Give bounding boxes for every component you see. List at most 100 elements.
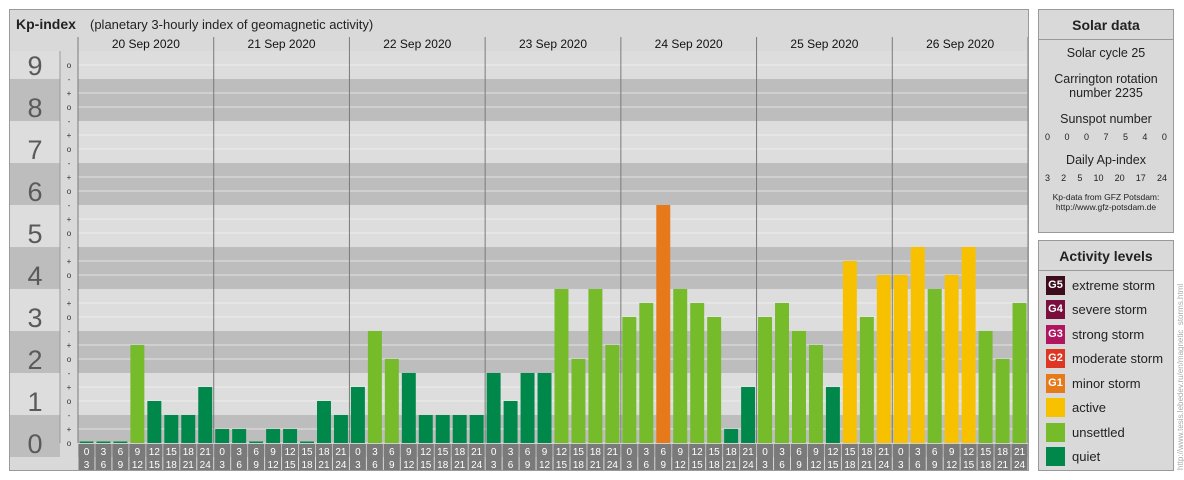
kp-bar: [384, 358, 399, 443]
interval-end-label: 21: [590, 460, 602, 470]
y-tick-label: 8: [27, 93, 42, 123]
interval-start-label: 21: [1014, 447, 1026, 458]
kp-bar: [266, 429, 281, 443]
legend-item: G5 extreme storm: [1046, 275, 1155, 295]
level-band: [78, 163, 1028, 205]
y-tick-label: 1: [27, 387, 42, 417]
kp-bar: [367, 330, 382, 443]
kp-bar: [317, 400, 331, 443]
activity-levels-panel: Activity levels G5 extreme storm G4 severe …: [1038, 240, 1174, 471]
interval-start-label: 6: [932, 447, 938, 458]
interval-cell: [502, 444, 519, 470]
kp-chart: 20 Sep 2020 21 Sep 2020 22 Sep 2020 23 Sep …: [10, 37, 1028, 470]
interval-cell: [858, 444, 875, 470]
kp-bar: [910, 246, 925, 443]
minor-tick-label: -: [68, 369, 71, 378]
kp-bar: [893, 274, 908, 443]
interval-start-label: 18: [726, 447, 738, 458]
interval-start-label: 12: [284, 447, 296, 458]
legend-item: quiet: [1046, 447, 1100, 467]
minor-tick-label: -: [68, 117, 71, 126]
interval-start-label: 3: [915, 447, 921, 458]
minor-tick-label: -: [68, 327, 71, 336]
interval-end-label: 6: [101, 460, 107, 470]
kp-bar: [656, 204, 671, 443]
interval-cell: [943, 444, 960, 470]
interval-start-label: 9: [135, 447, 141, 458]
kp-bar: [147, 400, 162, 443]
y-tick-label: 6: [27, 177, 42, 207]
interval-end-label: 24: [200, 460, 212, 470]
interval-start-label: 6: [660, 447, 666, 458]
interval-end-label: 12: [403, 460, 415, 470]
sunspot-value: 0: [1083, 132, 1089, 142]
interval-cell: [95, 444, 112, 470]
interval-end-label: 24: [607, 460, 619, 470]
interval-start-label: 15: [709, 447, 721, 458]
minor-tick-label: o: [67, 313, 72, 322]
interval-start-label: 6: [118, 447, 124, 458]
interval-end-label: 15: [284, 460, 296, 470]
level-label-band: [10, 205, 60, 247]
sunspot-value: 7: [1103, 132, 1109, 142]
level-label-band: [10, 289, 60, 331]
legend-item: G1 minor storm: [1046, 373, 1141, 393]
ap-value: 5: [1077, 173, 1083, 183]
interval-end-label: 9: [118, 460, 124, 470]
interval-end-label: 6: [644, 460, 650, 470]
day-label: 24 Sep 2020: [655, 37, 723, 51]
kp-bar: [639, 303, 654, 443]
legend-label: extreme storm: [1072, 277, 1156, 293]
sunspot-value: 5: [1122, 132, 1128, 142]
interval-end-label: 3: [84, 460, 90, 470]
interval-start-label: 12: [420, 447, 432, 458]
interval-end-label: 21: [726, 460, 738, 470]
legend-label: strong storm: [1072, 326, 1145, 342]
interval-cell: [78, 444, 95, 470]
interval-start-label: 15: [437, 447, 449, 458]
legend-swatch: [1046, 447, 1065, 466]
kp-bar: [927, 288, 942, 443]
interval-start-label: 15: [980, 447, 992, 458]
interval-end-label: 12: [810, 460, 822, 470]
kp-bar: [978, 330, 993, 443]
interval-end-label: 9: [796, 460, 802, 470]
interval-end-label: 3: [491, 460, 497, 470]
interval-start-label: 18: [318, 447, 330, 458]
kp-bar: [622, 316, 637, 443]
minor-tick-label: o: [67, 103, 72, 112]
interval-end-label: 24: [878, 460, 890, 470]
interval-cell: [299, 444, 315, 470]
interval-end-label: 12: [268, 460, 280, 470]
interval-end-label: 15: [556, 460, 568, 470]
legend-title: Activity levels: [1039, 241, 1173, 271]
interval-cell: [689, 444, 706, 470]
interval-cell: [774, 444, 790, 470]
kp-bar: [249, 441, 264, 443]
minor-tick-label: -: [68, 159, 71, 168]
y-tick-label: 4: [27, 261, 42, 291]
interval-end-label: 9: [389, 460, 395, 470]
minor-tick-label: +: [67, 257, 72, 266]
interval-cell: [587, 444, 604, 470]
level-label-band: [10, 79, 60, 121]
interval-end-label: 24: [743, 460, 755, 470]
kp-bar: [198, 387, 213, 443]
kp-bar: [96, 441, 111, 443]
minor-tick-label: +: [67, 173, 72, 182]
interval-end-label: 6: [372, 460, 378, 470]
kp-bar: [1012, 303, 1027, 443]
level-label-band: [10, 163, 60, 205]
interval-start-label: 0: [898, 447, 904, 458]
interval-start-label: 3: [644, 447, 650, 458]
kp-bar: [350, 387, 365, 443]
kp-bar: [333, 414, 348, 443]
interval-cell: [146, 444, 163, 470]
day-label: 21 Sep 2020: [248, 37, 316, 51]
kp-bar: [520, 372, 535, 443]
interval-start-label: 21: [878, 447, 890, 458]
sunspot-value: 0: [1161, 132, 1167, 142]
kp-bar: [741, 387, 756, 443]
interval-start-label: 0: [627, 447, 633, 458]
interval-end-label: 24: [1014, 460, 1026, 470]
